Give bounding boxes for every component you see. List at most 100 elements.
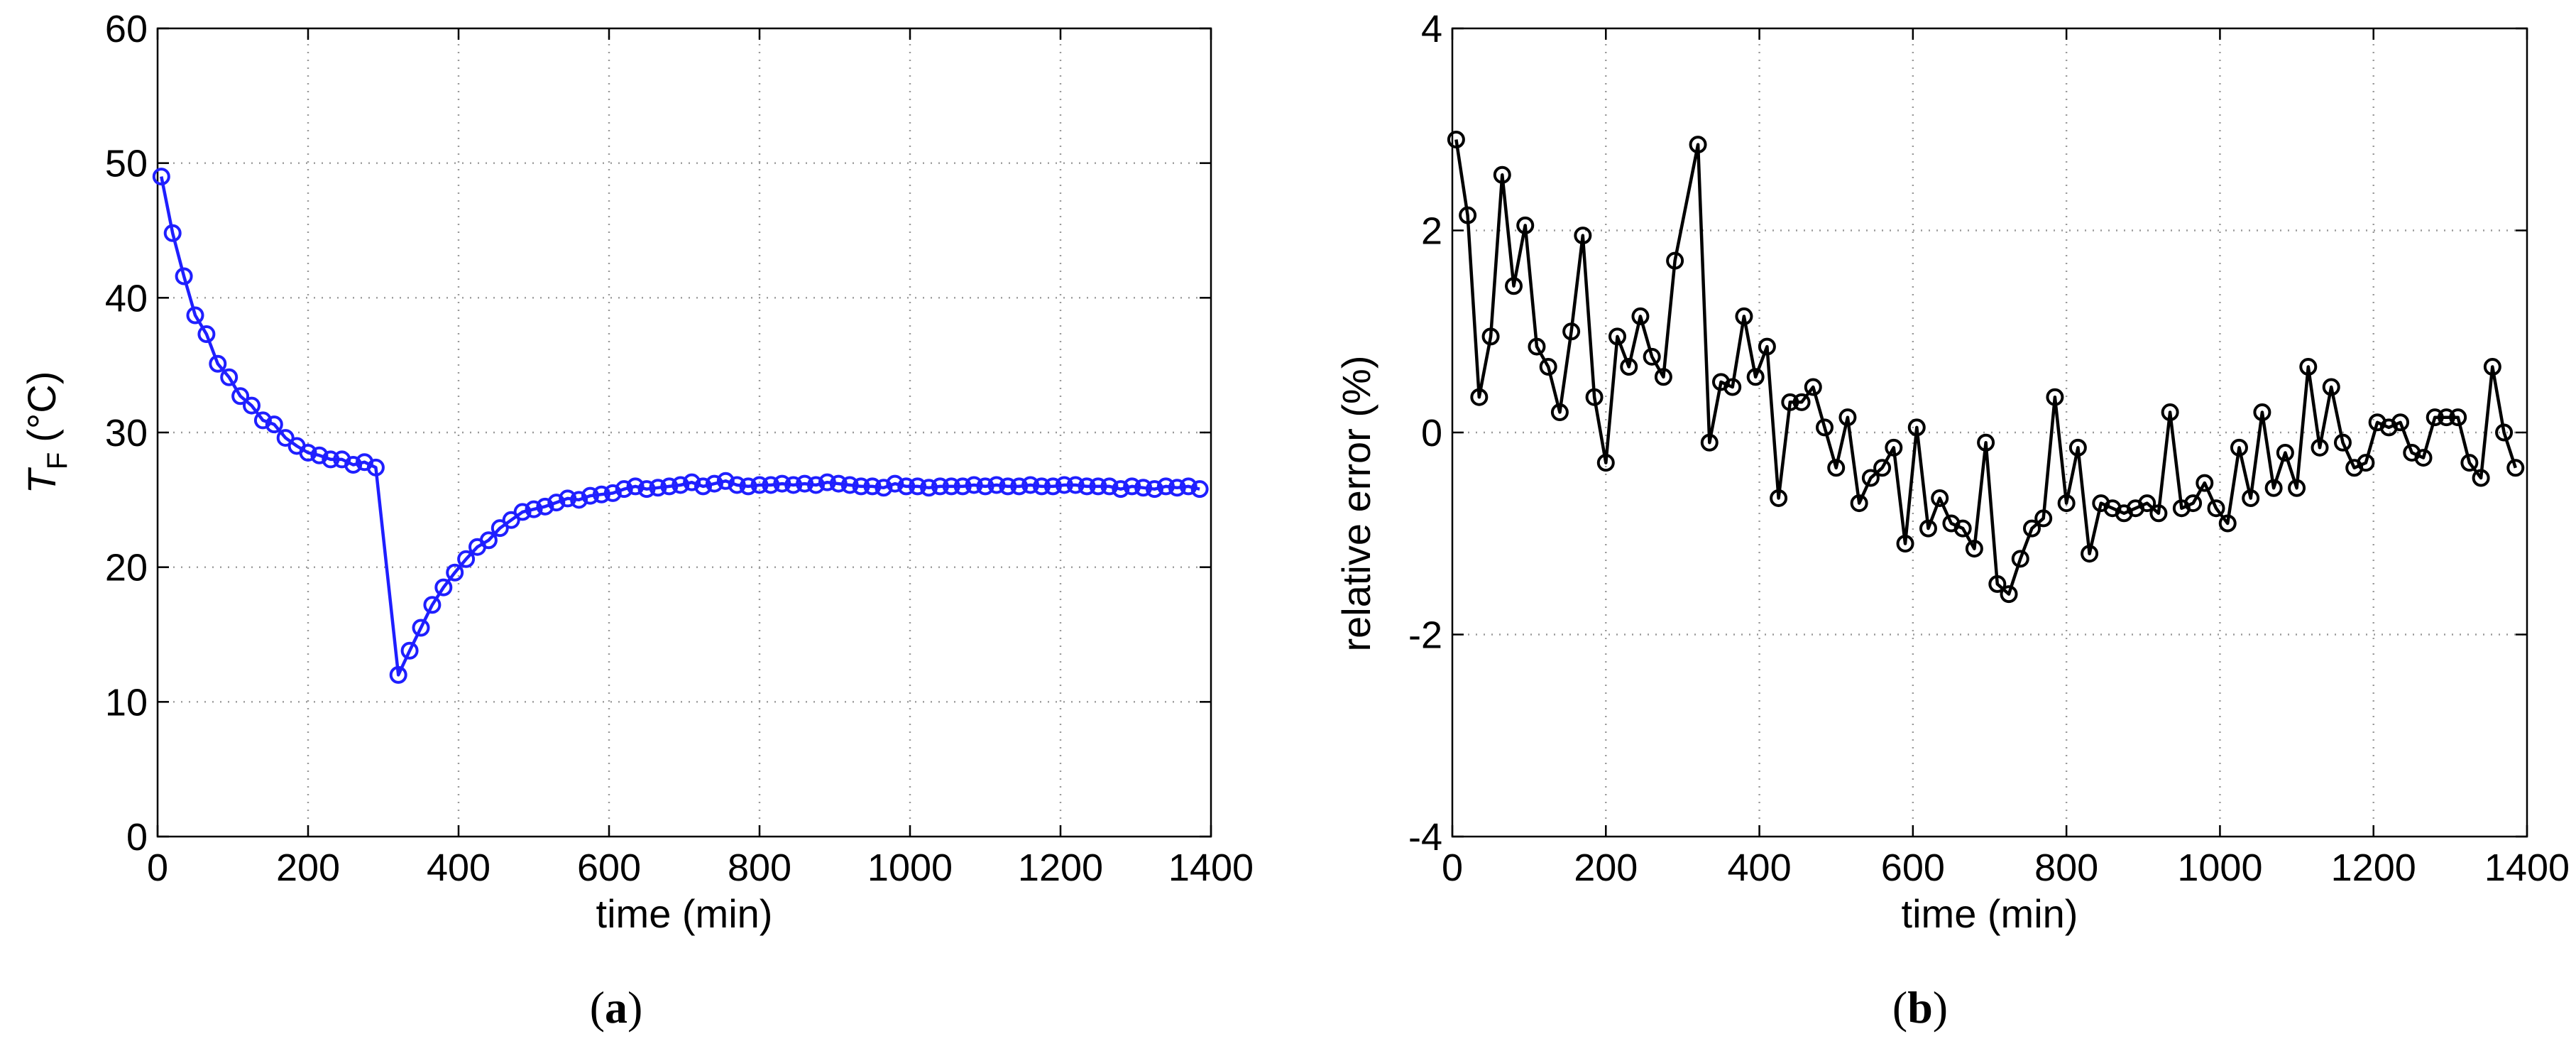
x-axis-label: time (min) [596, 891, 773, 936]
x-tick-label: 0 [1442, 847, 1463, 889]
data-point [2057, 494, 2076, 513]
data-point [276, 429, 295, 447]
data-point [1896, 534, 1914, 553]
data-point [1827, 459, 1846, 477]
data-point [2196, 474, 2214, 492]
data-point [773, 474, 791, 493]
x-tick-label: 200 [1574, 847, 1638, 889]
x-tick-label: 1400 [1168, 847, 1254, 889]
data-point [1723, 378, 1742, 396]
y-tick-label: 2 [1421, 210, 1442, 253]
data-point [389, 665, 407, 684]
data-point [1907, 418, 1926, 437]
y-tick-label: 0 [126, 816, 148, 859]
data-point [1100, 477, 1119, 496]
data-point [1931, 489, 1949, 507]
data-point [796, 474, 814, 493]
series-line [1454, 139, 2517, 596]
data-point [672, 476, 690, 494]
data-point [152, 168, 170, 186]
grid [1452, 28, 2527, 837]
data-point [931, 477, 949, 496]
data-point [2506, 459, 2525, 477]
data-point [1919, 519, 1937, 538]
data-point [1562, 322, 1581, 341]
data-point [852, 477, 870, 496]
data-point [1861, 469, 1880, 487]
data-point [2299, 358, 2318, 376]
data-point [920, 479, 938, 497]
data-point [423, 596, 442, 614]
data-point [310, 446, 329, 464]
data-point [547, 494, 566, 512]
data-point [446, 563, 464, 582]
data-point [1516, 216, 1535, 234]
data-point [807, 476, 825, 494]
x-tick-label: 600 [577, 847, 641, 889]
y-tick-label: 20 [105, 547, 148, 589]
data-point [231, 387, 250, 405]
data-point [1781, 393, 1799, 411]
panel-label-open: ( [590, 982, 605, 1033]
data-point [1033, 477, 1051, 496]
data-point [457, 550, 476, 568]
data-point [2449, 408, 2467, 427]
x-tick-label: 1400 [2484, 847, 2570, 889]
data-point [1689, 136, 1707, 154]
data-point [1481, 327, 1500, 346]
data-point [412, 619, 430, 637]
x-tick-label: 0 [147, 847, 168, 889]
data-point [299, 443, 317, 462]
plot-area-frame [156, 27, 1212, 838]
data-point [2022, 519, 2041, 538]
data-point [965, 476, 983, 494]
data-point [2161, 403, 2179, 422]
chart-panel-a: 0 200 400 600 800 1000 1200 1400 0 10 20 30 40 50 60 ti… [19, 8, 1254, 1033]
data-point [513, 503, 532, 521]
panel-label-letter: b [1907, 982, 1933, 1033]
data-point [2081, 545, 2099, 563]
chart-panel-b: 0 200 400 600 800 1000 1200 1400 -4 -2 0 2 4 time (mi… [1334, 8, 2570, 1033]
data-point [2034, 509, 2053, 528]
data-point [2000, 585, 2018, 604]
y-axis-label: relative error (%) [1334, 356, 1379, 652]
data-point [525, 500, 543, 518]
data-point [1078, 477, 1096, 496]
x-tick-label: 400 [1728, 847, 1792, 889]
data-point [536, 497, 554, 516]
data-point [2207, 499, 2225, 518]
data-point [2495, 423, 2514, 442]
data-point [1631, 307, 1650, 325]
data-point [1770, 489, 1788, 507]
y-tick-label: -2 [1408, 614, 1442, 657]
data-point [253, 411, 272, 430]
panel-label-open: ( [1892, 982, 1907, 1033]
data-point [987, 476, 1006, 494]
data-point [615, 480, 633, 499]
data-point [694, 477, 712, 496]
data-point [649, 479, 667, 497]
grid [158, 28, 1211, 837]
data-point [1735, 307, 1753, 325]
data-point [2184, 494, 2203, 513]
data-point [581, 486, 599, 505]
data-point [1885, 438, 1903, 457]
data-point [2011, 550, 2029, 568]
data-point [2253, 403, 2271, 422]
x-tick-label: 400 [427, 847, 490, 889]
data-point [1470, 388, 1489, 406]
data-point [1459, 206, 1477, 224]
data-point [1977, 433, 1995, 452]
data-point [863, 477, 882, 496]
panel-label: (b) [1892, 982, 1948, 1033]
data-point [1953, 519, 1972, 538]
series-line [160, 176, 1200, 677]
data-point [909, 477, 927, 496]
data-point [818, 473, 836, 491]
data-point [1804, 378, 1822, 396]
data-point [592, 485, 610, 503]
x-axis-label: time (min) [1902, 891, 2078, 936]
data-point [1585, 388, 1604, 406]
data-point [784, 476, 803, 494]
